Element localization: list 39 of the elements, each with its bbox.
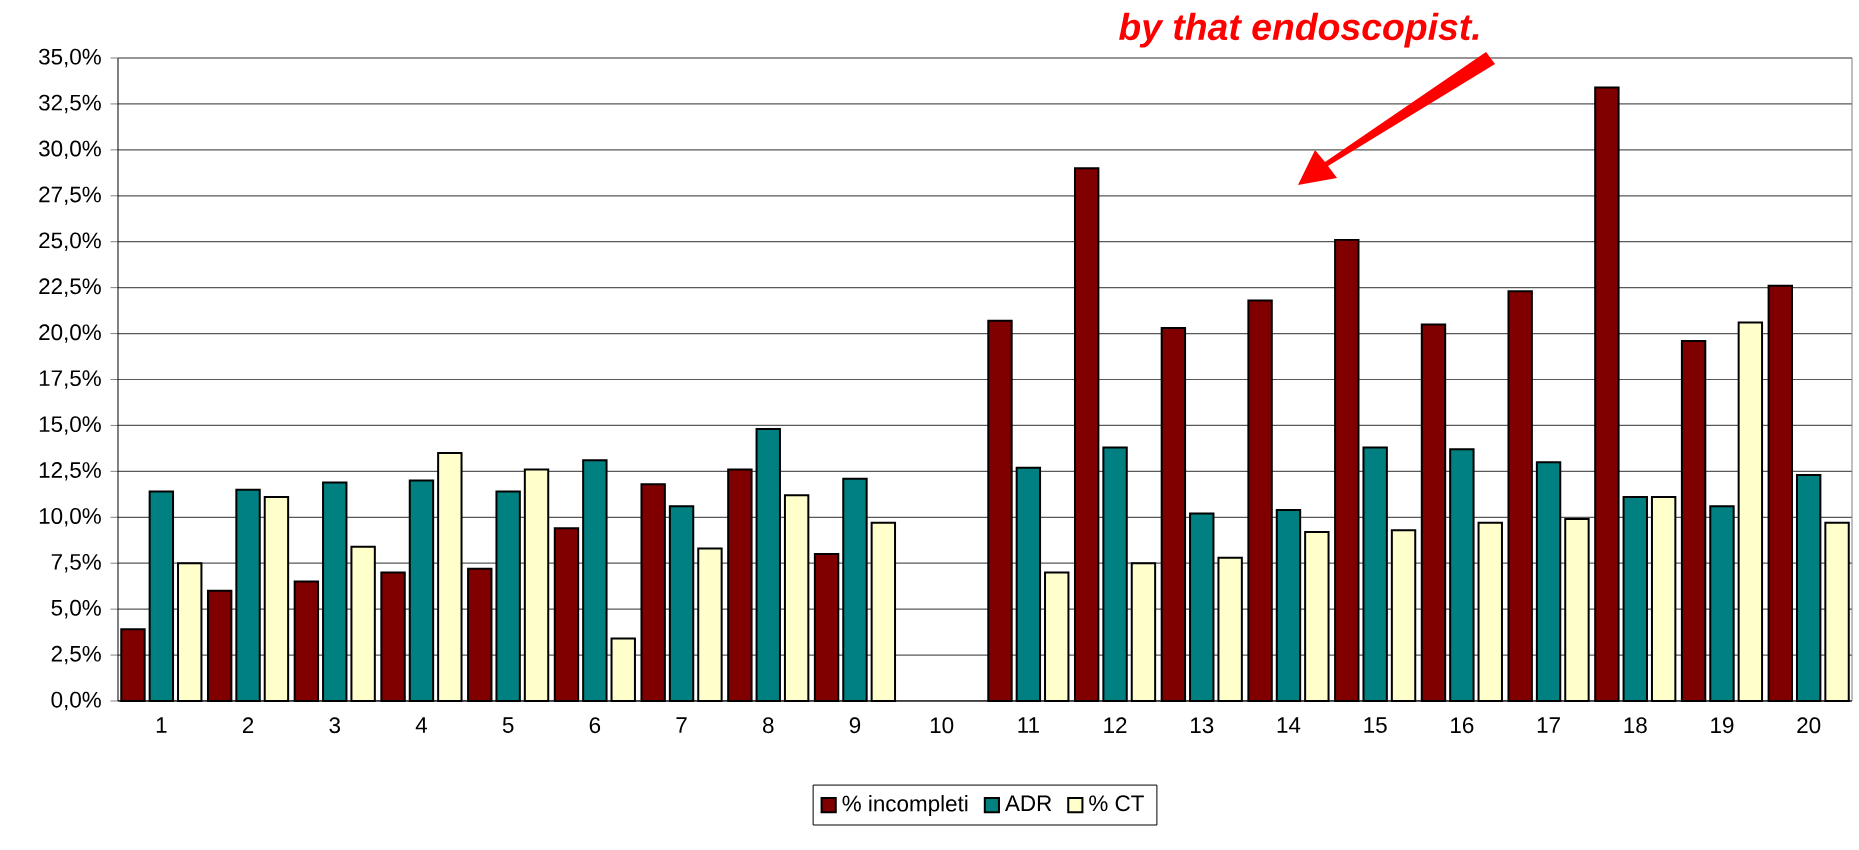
y-tick-label: 25,0% <box>39 232 101 251</box>
x-tick-label: 14 <box>1277 717 1301 733</box>
x-tick-label: 6 <box>589 717 601 734</box>
legend-label: % incompleti <box>842 795 968 816</box>
x-tick-label: 15 <box>1364 717 1387 733</box>
x-tick-label: 8 <box>763 717 774 734</box>
y-tick-label: 5,0% <box>51 599 101 619</box>
y-tick-label: 10,0% <box>39 508 101 527</box>
x-tick-label: 17 <box>1537 717 1560 733</box>
y-tick-label: 2,5% <box>51 645 101 665</box>
x-tick-label: 2 <box>242 717 254 733</box>
x-tick-label: 10 <box>930 717 954 734</box>
x-tick-label: 5 <box>502 717 514 733</box>
x-tick-label: 16 <box>1451 717 1474 734</box>
x-tick-label: 4 <box>415 717 428 733</box>
legend-label: % CT <box>1089 795 1144 812</box>
y-tick-label: 17,5% <box>39 370 101 389</box>
x-tick-label: 13 <box>1191 717 1214 734</box>
x-tick-label: 3 <box>329 717 340 734</box>
x-tick-label: 19 <box>1711 717 1734 734</box>
y-tick-label: 30,0% <box>39 140 101 160</box>
y-tick-label: 7,5% <box>51 554 101 573</box>
x-tick-label: 11 <box>1018 717 1039 733</box>
y-tick-label: 22,5% <box>39 278 101 297</box>
y-tick-label: 27,5% <box>39 186 101 206</box>
x-tick-label: 7 <box>676 717 687 733</box>
legend-label: ADR <box>1004 795 1052 811</box>
x-tick-label: 9 <box>849 717 861 734</box>
y-tick-label: 15,0% <box>39 416 101 435</box>
y-tick-label: 20,0% <box>39 324 101 343</box>
y-tick-label: 12,5% <box>39 462 101 481</box>
x-tick-label: 1 <box>156 717 167 733</box>
x-tick-label: 18 <box>1624 717 1647 734</box>
y-tick-label: 0,0% <box>51 691 101 711</box>
text: by that endoscopist. <box>1119 12 1479 48</box>
y-tick-label: 35,0% <box>39 48 101 68</box>
x-tick-label: 20 <box>1797 717 1821 734</box>
y-tick-label: 32,5% <box>39 94 101 114</box>
x-tick-label: 12 <box>1104 717 1127 733</box>
